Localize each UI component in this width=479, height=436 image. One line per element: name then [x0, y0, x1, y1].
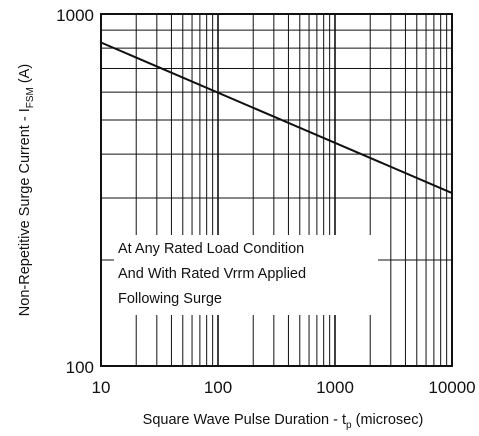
x-axis-label: Square Wave Pulse Duration - tp (microse… [143, 412, 424, 431]
annotation-line-2: And With Rated Vrrm Applied [118, 266, 306, 282]
annotation-line-3: Following Surge [118, 291, 222, 307]
x-axis-label-text: Square Wave Pulse Duration - t [143, 412, 346, 428]
annotation-line-1: At Any Rated Load Condition [118, 241, 304, 257]
y-axis-label-text: Non-Repetitive Surge Current - I [17, 108, 33, 316]
annotation: At Any Rated Load Condition And With Rat… [118, 241, 306, 307]
x-axis-label-subscript: p [346, 420, 352, 431]
series [100, 41, 453, 194]
y-tick-label: 100 [66, 358, 94, 377]
y-axis-label: Non-Repetitive Surge Current - IFSM (A) [17, 64, 36, 316]
plot-frame [100, 13, 453, 367]
x-axis-label-suffix: (microsec) [352, 412, 424, 428]
x-tick-label: 1000 [316, 378, 354, 397]
x-tick-label: 10 [92, 378, 111, 397]
y-tick-label: 1000 [56, 6, 94, 25]
series-line [100, 41, 453, 194]
x-tick-label: 100 [204, 378, 232, 397]
y-axis-label-subscript: FSM [25, 87, 36, 108]
annotation-box [114, 235, 378, 315]
y-axis-label-suffix: (A) [17, 64, 33, 87]
x-tick-label: 10000 [428, 378, 475, 397]
